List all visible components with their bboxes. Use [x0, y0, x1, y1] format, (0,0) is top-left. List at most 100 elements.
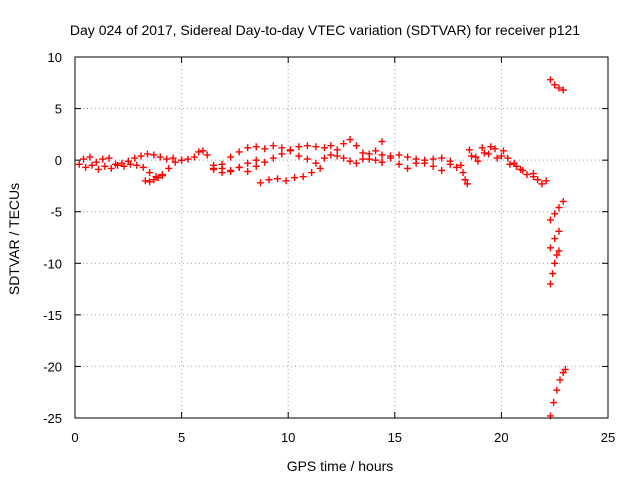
data-point — [559, 197, 567, 205]
data-point — [438, 154, 446, 162]
data-point — [512, 162, 520, 170]
data-point — [429, 155, 437, 163]
data-series — [80, 150, 186, 168]
data-point — [387, 152, 395, 160]
data-point — [468, 152, 476, 160]
data-point — [487, 143, 495, 151]
data-point — [99, 155, 107, 163]
data-point — [86, 153, 94, 161]
data-point — [274, 175, 282, 183]
data-point — [555, 247, 563, 255]
data-point — [327, 142, 335, 150]
data-markers — [75, 76, 569, 420]
data-point — [265, 176, 273, 184]
data-point — [378, 138, 386, 146]
data-series — [210, 161, 260, 175]
data-point — [133, 161, 141, 169]
chart-title: Day 024 of 2017, Sidereal Day-to-day VTE… — [70, 22, 580, 38]
data-point — [421, 159, 429, 167]
data-point — [429, 162, 437, 170]
data-point — [556, 376, 564, 384]
data-point — [252, 156, 260, 164]
data-point — [101, 162, 109, 170]
data-point — [404, 153, 412, 161]
x-tick-label: 0 — [71, 430, 78, 445]
x-tick-label: 10 — [281, 430, 295, 445]
data-point — [538, 180, 546, 188]
data-point — [256, 179, 264, 187]
data-point — [150, 151, 158, 159]
data-series — [546, 227, 563, 252]
data-point — [163, 155, 171, 163]
y-tick-label: 0 — [55, 153, 62, 168]
data-point — [80, 155, 88, 163]
data-point — [497, 152, 505, 160]
data-point — [299, 173, 307, 181]
data-point — [472, 153, 480, 161]
x-tick-label: 25 — [601, 430, 615, 445]
data-point — [158, 172, 166, 180]
data-point — [235, 163, 243, 171]
data-point — [252, 143, 260, 151]
data-point — [529, 170, 537, 178]
data-point — [555, 84, 563, 92]
data-point — [438, 166, 446, 174]
x-tick-label: 5 — [178, 430, 185, 445]
data-point — [291, 174, 299, 182]
data-point — [244, 167, 252, 175]
data-point — [352, 142, 360, 150]
data-series — [457, 161, 471, 188]
data-point — [542, 177, 550, 185]
data-point — [500, 147, 508, 155]
data-point — [395, 151, 403, 159]
data-point — [203, 151, 211, 159]
data-point — [453, 163, 461, 171]
y-tick-label: -25 — [43, 411, 62, 426]
data-point — [269, 142, 277, 150]
data-point — [92, 158, 100, 166]
data-point — [372, 147, 380, 155]
data-point — [261, 145, 269, 153]
data-point — [105, 154, 113, 162]
data-point — [546, 76, 554, 84]
data-point — [346, 136, 354, 144]
data-point — [218, 164, 226, 172]
data-point — [519, 166, 527, 174]
data-point — [320, 154, 328, 162]
data-point — [446, 157, 454, 165]
data-point — [559, 86, 567, 94]
grid-lines — [75, 57, 608, 418]
y-tick-label: -5 — [50, 205, 62, 220]
data-point — [244, 144, 252, 152]
data-series — [378, 151, 454, 167]
data-point — [195, 148, 203, 156]
data-point — [553, 251, 561, 259]
data-series — [546, 76, 567, 94]
data-point — [227, 153, 235, 161]
data-series — [333, 136, 386, 163]
data-point — [465, 146, 473, 154]
data-point — [88, 161, 96, 169]
data-point — [199, 147, 207, 155]
data-point — [551, 81, 559, 89]
data-point — [378, 151, 386, 159]
data-point — [210, 161, 218, 169]
data-point — [261, 158, 269, 166]
data-point — [244, 159, 252, 167]
data-series — [529, 170, 550, 188]
data-point — [480, 149, 488, 157]
data-point — [295, 152, 303, 160]
data-point — [282, 177, 290, 185]
data-point — [190, 153, 198, 161]
data-point — [478, 144, 486, 152]
data-point — [346, 157, 354, 165]
data-point — [137, 152, 145, 160]
data-point — [312, 159, 320, 167]
data-point — [463, 180, 471, 188]
data-point — [333, 152, 341, 160]
axis-ticks — [74, 56, 609, 419]
data-point — [340, 140, 348, 148]
data-point — [352, 159, 360, 167]
